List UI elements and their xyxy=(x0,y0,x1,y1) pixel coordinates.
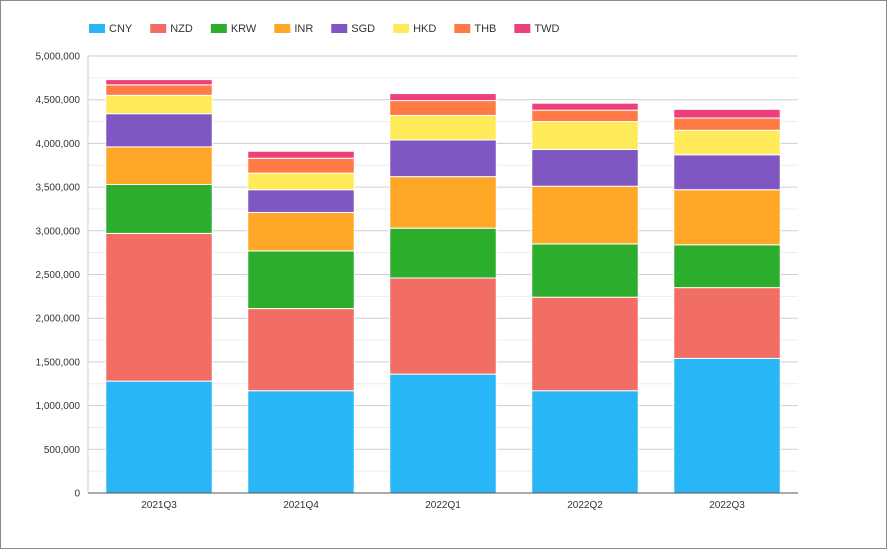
bar-segment-inr-2021q4 xyxy=(247,211,355,252)
bar-segment-inr-2022q3 xyxy=(673,189,781,246)
x-tick-label: 2022Q3 xyxy=(709,500,745,511)
bar-segment-sgd-2022q1 xyxy=(389,139,497,178)
legend-item-sgd[interactable]: SGD xyxy=(331,23,375,35)
bar-segment-hkd-2022q1 xyxy=(389,114,497,141)
legend-label: HKD xyxy=(413,23,436,35)
legend: CNY NZD KRW INR SGD HKD THB TWD xyxy=(89,23,559,35)
y-tick-label: 3,000,000 xyxy=(36,226,81,237)
bar-segment-twd-2022q2 xyxy=(531,102,639,111)
y-tick-label: 0 xyxy=(74,489,80,500)
bar-segment-sgd-2021q4 xyxy=(247,189,355,213)
legend-label: SGD xyxy=(351,23,375,35)
bar-segment-krw-2021q4 xyxy=(247,250,355,310)
y-tick-label: 2,000,000 xyxy=(36,314,81,325)
legend-swatch xyxy=(210,24,227,33)
legend-item-nzd[interactable]: NZD xyxy=(150,23,193,35)
bar-segment-thb-2021q3 xyxy=(105,84,213,96)
bar-segment-krw-2021q3 xyxy=(105,183,213,234)
legend-label: TWD xyxy=(534,23,559,35)
bar-segment-hkd-2021q3 xyxy=(105,94,213,115)
bar-segment-cny-2021q3 xyxy=(105,380,213,494)
bar-segment-hkd-2022q3 xyxy=(673,129,781,156)
legend-item-cny[interactable]: CNY xyxy=(89,23,133,35)
legend-swatch xyxy=(150,24,167,33)
bar-segment-thb-2022q3 xyxy=(673,117,781,131)
x-tick-label: 2022Q2 xyxy=(567,500,603,511)
y-tick-label: 4,000,000 xyxy=(36,139,81,150)
bar-segment-inr-2021q3 xyxy=(105,146,213,185)
bar-segment-cny-2022q3 xyxy=(673,357,781,494)
bar-segment-hkd-2022q2 xyxy=(531,121,639,151)
legend-label: KRW xyxy=(231,23,257,35)
legend-swatch xyxy=(393,24,410,33)
x-axis-tick-labels: 2021Q3 2021Q4 2022Q1 2022Q2 2022Q3 xyxy=(141,500,745,511)
bar-segment-cny-2022q2 xyxy=(531,390,639,494)
bar-segment-cny-2022q1 xyxy=(389,373,497,494)
legend-swatch xyxy=(514,24,531,33)
y-tick-label: 3,500,000 xyxy=(36,183,81,194)
bar-segment-sgd-2022q3 xyxy=(673,154,781,191)
legend-label: CNY xyxy=(109,23,133,35)
y-tick-label: 1,500,000 xyxy=(36,357,81,368)
bar-segment-nzd-2022q1 xyxy=(389,277,497,375)
legend-swatch xyxy=(274,24,291,33)
x-tick-label: 2022Q1 xyxy=(425,500,461,511)
bar-segment-inr-2022q2 xyxy=(531,185,639,245)
legend-item-hkd[interactable]: HKD xyxy=(393,23,436,35)
bar-segment-sgd-2021q3 xyxy=(105,113,213,148)
bar-segment-thb-2021q4 xyxy=(247,157,355,174)
bar-segment-krw-2022q2 xyxy=(531,243,639,298)
bar-segment-cny-2021q4 xyxy=(247,390,355,494)
legend-item-twd[interactable]: TWD xyxy=(514,23,559,35)
bar-segment-nzd-2022q3 xyxy=(673,287,781,359)
y-tick-label: 5,000,000 xyxy=(36,52,81,63)
bar-segment-inr-2022q1 xyxy=(389,176,497,229)
bar-segment-nzd-2022q2 xyxy=(531,296,639,392)
legend-swatch xyxy=(454,24,471,33)
axes xyxy=(87,55,798,494)
bar-segment-hkd-2021q4 xyxy=(247,172,355,191)
legend-swatch xyxy=(331,24,348,33)
bar-segment-thb-2022q1 xyxy=(389,100,497,116)
y-tick-label: 1,000,000 xyxy=(36,401,81,412)
legend-label: THB xyxy=(474,23,496,35)
bar-segment-twd-2021q3 xyxy=(105,79,213,86)
bars xyxy=(105,79,781,494)
y-axis-tick-labels: 0 500,000 1,000,000 1,500,000 2,000,000 2,500… xyxy=(36,52,81,500)
bar-segment-sgd-2022q2 xyxy=(531,149,639,187)
bar-segment-krw-2022q3 xyxy=(673,244,781,289)
legend-item-inr[interactable]: INR xyxy=(274,23,313,35)
bar-segment-twd-2022q1 xyxy=(389,93,497,102)
legend-label: NZD xyxy=(170,23,193,35)
bar-segment-nzd-2021q3 xyxy=(105,232,213,382)
x-tick-label: 2021Q4 xyxy=(283,500,319,511)
legend-item-krw[interactable]: KRW xyxy=(210,23,257,35)
x-tick-label: 2021Q3 xyxy=(141,500,177,511)
bar-segment-twd-2021q4 xyxy=(247,150,355,159)
y-tick-label: 4,500,000 xyxy=(36,95,81,106)
bar-segment-thb-2022q2 xyxy=(531,109,639,123)
y-tick-label: 500,000 xyxy=(44,445,81,456)
legend-swatch xyxy=(89,24,105,33)
bar-segment-nzd-2021q4 xyxy=(247,308,355,392)
legend-label: INR xyxy=(294,23,313,35)
bar-segment-twd-2022q3 xyxy=(673,108,781,119)
y-tick-label: 2,500,000 xyxy=(36,270,81,281)
bar-segment-krw-2022q1 xyxy=(389,227,497,279)
legend-item-thb[interactable]: THB xyxy=(454,23,496,35)
